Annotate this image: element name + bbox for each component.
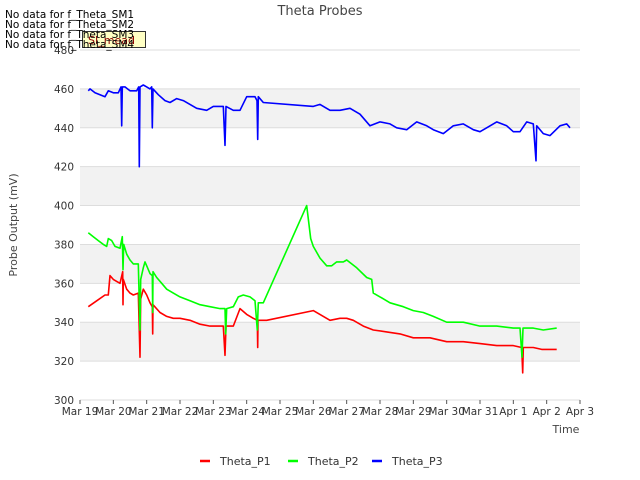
x-tick-label: Mar 27 [328, 406, 365, 418]
no-data-note-3: No data for f_Theta_SM3 [5, 29, 135, 41]
no-data-note-1: No data for f_Theta_SM1 [5, 9, 135, 21]
legend-label: Theta_P1 [219, 455, 271, 468]
y-tick-label: 480 [54, 45, 74, 57]
legend-label: Theta_P3 [391, 455, 443, 468]
y-tick-label: 420 [54, 162, 74, 174]
legend-label: Theta_P2 [307, 455, 359, 468]
y-tick-label: 300 [54, 395, 74, 407]
y-tick-label: 460 [54, 84, 74, 96]
site-badge: SI_mead [82, 31, 146, 48]
y-tick-label: 320 [54, 356, 74, 368]
x-tick-label: Mar 22 [162, 406, 199, 418]
x-tick-label: Mar 28 [362, 406, 399, 418]
y-tick-label: 340 [54, 317, 74, 329]
x-tick-label: Mar 20 [95, 406, 132, 418]
grid-band [80, 88, 580, 128]
x-tick-label: Apr 2 [533, 406, 561, 418]
x-tick-label: Mar 21 [128, 406, 165, 418]
series-line-theta-p3 [87, 84, 571, 168]
y-tick-label: 360 [54, 278, 74, 290]
x-tick-label: Mar 23 [195, 406, 232, 418]
x-tick-label: Apr 3 [566, 406, 594, 418]
x-tick-label: Mar 31 [462, 406, 499, 418]
x-tick-label: Mar 19 [62, 406, 99, 418]
x-axis-label: Time [552, 423, 580, 436]
grid-band [80, 166, 580, 206]
legend: Theta_P1 Theta_P2 Theta_P3 [200, 455, 443, 468]
y-tick-label: 400 [54, 201, 74, 213]
y-tick-label: 380 [54, 239, 74, 251]
x-tick-label: Mar 26 [295, 406, 332, 418]
y-tick-label: 440 [54, 123, 74, 135]
chart-title: Theta Probes [276, 4, 362, 19]
site-badge-label: SI_mead [88, 34, 135, 47]
grid-band [80, 322, 580, 362]
x-tick-label: Mar 24 [228, 406, 265, 418]
no-data-note-4: No data for f_Theta_SM4 [5, 39, 135, 51]
series-line-theta-p2 [87, 204, 557, 359]
no-data-note-2: No data for f_Theta_SM2 [5, 19, 135, 31]
series-line-theta-p1 [87, 270, 557, 374]
x-tick-label: Mar 30 [428, 406, 465, 418]
x-tick-label: Mar 29 [395, 406, 432, 418]
x-tick-label: Mar 25 [262, 406, 299, 418]
grid-band [80, 244, 580, 284]
x-tick-label: Apr 1 [499, 406, 527, 418]
y-axis-label: Probe Output (mV) [7, 173, 20, 276]
